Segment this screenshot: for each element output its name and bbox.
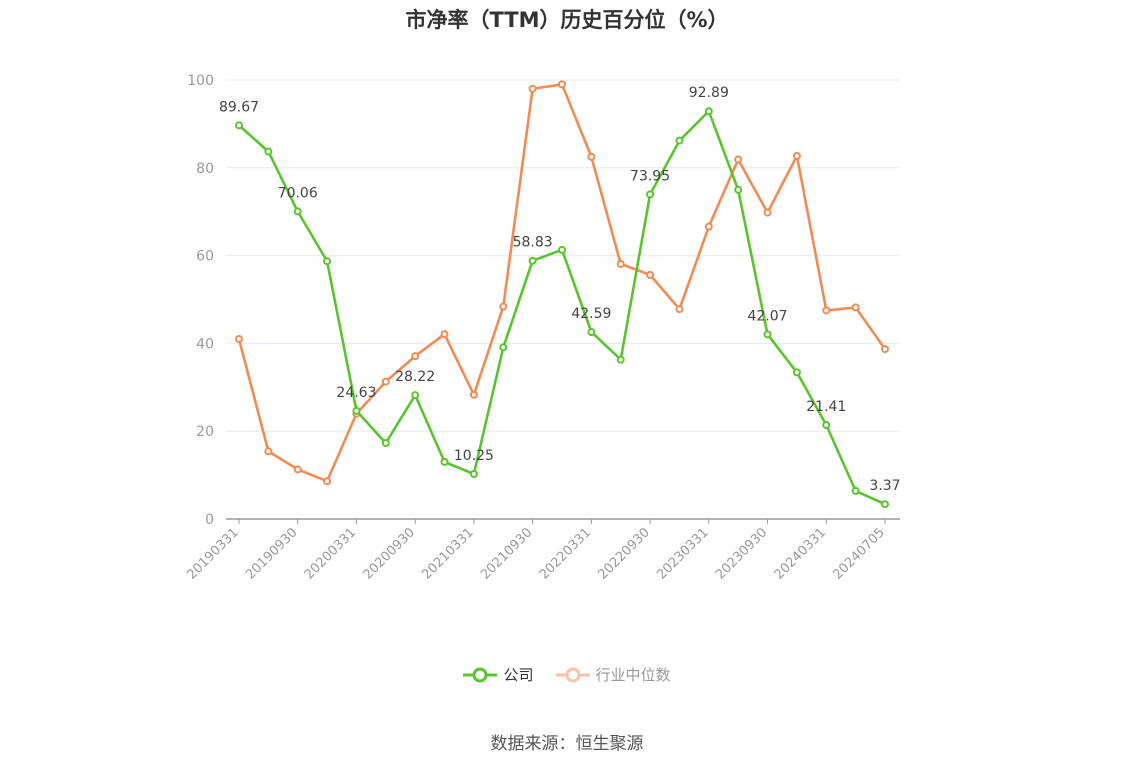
data-point: [616, 259, 625, 268]
data-label: 24.63: [336, 385, 376, 401]
data-point: [264, 147, 273, 156]
data-point: [323, 257, 332, 266]
series-lines: [235, 80, 889, 509]
y-tick-label: 80: [196, 161, 214, 177]
legend-industry-marker-icon: [555, 667, 590, 682]
data-label: 42.07: [747, 308, 787, 324]
data-point: [646, 190, 655, 199]
data-point: [411, 391, 420, 400]
legend-company-marker-icon: [463, 667, 498, 682]
data-point: [264, 447, 273, 456]
data-point: [822, 306, 831, 315]
x-tick-label: 20210331: [419, 525, 476, 582]
data-label: 58.83: [513, 235, 553, 251]
data-point: [822, 421, 831, 430]
axes: 0 20 40 60 80 100 20190331 20190930 20200331 2020…: [184, 73, 900, 583]
x-tick-label: 20220331: [537, 525, 594, 582]
data-point: [851, 303, 860, 312]
data-label: 21.41: [806, 399, 846, 415]
y-tick-label: 40: [196, 336, 214, 352]
x-tick-label: 20200930: [361, 525, 418, 582]
x-tick-label: 20240331: [772, 525, 829, 582]
data-point: [704, 107, 713, 116]
x-tick-label: 20230331: [654, 525, 711, 582]
data-labels: 89.67 70.06 24.63 28.22 10.25 58.83 42.59 73.95…: [219, 85, 901, 494]
data-point: [411, 352, 420, 361]
data-point: [440, 330, 449, 339]
data-point: [558, 80, 566, 89]
line-chart: 0 20 40 60 80 100 20190331 20190930 20200331 2020…: [184, 73, 901, 583]
data-point: [528, 256, 537, 265]
data-point: [646, 270, 655, 279]
series-line-1: [237, 83, 887, 483]
data-point: [381, 439, 390, 448]
data-point: [792, 151, 801, 160]
x-tick-label: 20220930: [596, 525, 653, 582]
data-label: 28.22: [395, 369, 435, 385]
data-point: [587, 328, 596, 337]
data-point: [616, 355, 625, 364]
data-point: [293, 465, 302, 474]
data-point: [323, 477, 332, 486]
data-point: [469, 390, 478, 399]
data-label: 3.37: [869, 478, 900, 494]
y-tick-label: 20: [196, 424, 214, 440]
data-point: [704, 222, 713, 231]
data-point: [675, 305, 684, 314]
data-point: [352, 406, 361, 415]
data-point: [293, 207, 302, 216]
data-point: [235, 121, 243, 130]
data-point: [440, 457, 449, 466]
data-label: 10.25: [454, 448, 494, 464]
data-point: [381, 377, 390, 386]
data-point: [734, 155, 743, 164]
data-source: 数据来源：恒生聚源: [490, 734, 644, 754]
data-label: 92.89: [689, 85, 729, 101]
data-point: [763, 208, 772, 217]
legend-label-industry-median: 行业中位数: [595, 666, 671, 684]
x-tick-label: 20190331: [184, 525, 241, 582]
data-point: [792, 368, 801, 377]
y-tick-label: 100: [187, 73, 214, 89]
legend-label-company: 公司: [503, 666, 534, 684]
data-label: 73.95: [630, 168, 670, 184]
data-point: [587, 152, 596, 161]
data-point: [235, 335, 243, 344]
data-point: [734, 185, 743, 194]
data-label: 89.67: [219, 99, 259, 115]
y-tick-label: 60: [196, 249, 214, 265]
x-tick-label: 20190930: [243, 525, 300, 582]
x-tick-label: 20240705: [830, 525, 887, 582]
data-point: [499, 343, 508, 352]
data-point: [499, 302, 508, 311]
x-tick-label: 20210930: [478, 525, 535, 582]
legend-item-company[interactable]: 公司: [463, 664, 534, 685]
data-point: [881, 345, 889, 354]
data-point: [763, 330, 772, 339]
x-tick-label: 20200331: [302, 525, 359, 582]
data-point: [881, 500, 889, 509]
data-point: [851, 486, 860, 495]
legend: 公司 行业中位数: [0, 664, 1134, 685]
x-tick-label: 20230930: [713, 525, 770, 582]
data-point: [528, 84, 537, 93]
data-point: [675, 136, 684, 145]
data-point: [469, 470, 478, 479]
y-tick-label: 0: [205, 512, 214, 528]
data-label: 70.06: [278, 185, 318, 201]
data-label: 42.59: [571, 306, 611, 322]
chart-title: 市净率（TTM）历史百分位（%）: [405, 8, 729, 32]
legend-item-industry-median[interactable]: 行业中位数: [555, 664, 671, 685]
data-point: [558, 245, 566, 254]
